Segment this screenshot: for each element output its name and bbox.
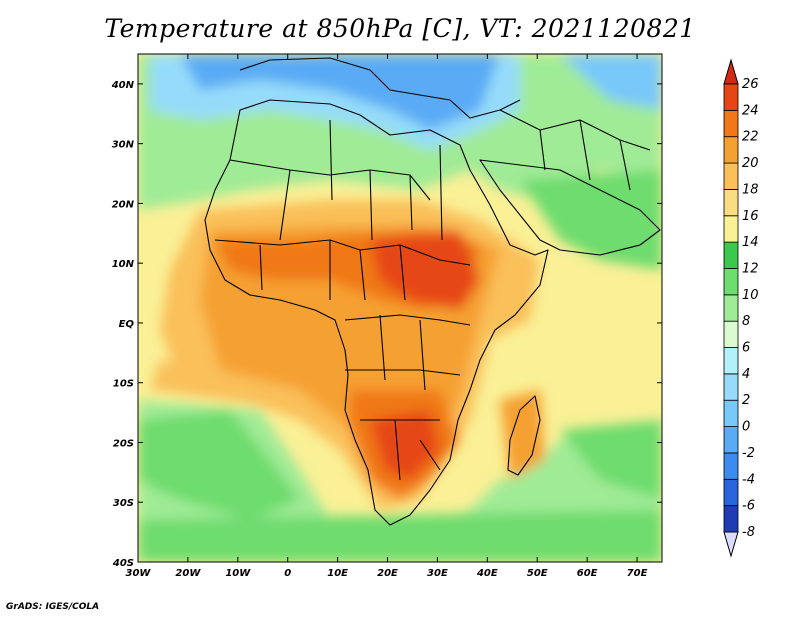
lon-tick-label: 30E — [427, 568, 448, 579]
colorbar-label: 18 — [742, 182, 759, 197]
lat-tick-label: 20N — [112, 199, 135, 210]
colorbar-label: 0 — [742, 420, 750, 435]
europe-coastline — [239, 57, 521, 119]
lat-tick-label: 40S — [112, 558, 134, 569]
lon-tick-label: 10W — [225, 568, 251, 579]
coastlines-and-borders — [204, 57, 661, 526]
field-arabia-green — [520, 170, 662, 270]
arabia-coastline — [479, 159, 661, 256]
colorbar-swatch — [723, 452, 739, 480]
colorbar-swatch — [723, 347, 739, 375]
lon-tick-label: 40E — [476, 568, 498, 579]
lat-tick-label: EQ — [119, 319, 135, 330]
madagascar-coastline — [507, 395, 541, 476]
field-atlantic-warm — [150, 360, 320, 420]
lon-tick-label: 60E — [577, 568, 598, 579]
colorbar-swatch — [723, 426, 739, 454]
colorbar-label: 12 — [742, 261, 759, 276]
colorbar-swatch — [723, 294, 739, 322]
lon-tick-label: 50E — [527, 568, 548, 579]
colorbar-label: -4 — [742, 472, 755, 487]
field-south-atlantic-green — [138, 410, 300, 520]
colorbar-label: 10 — [742, 288, 759, 303]
lon-tick-label: 0 — [284, 568, 291, 579]
colorbar-swatch — [723, 505, 739, 533]
field-south-indian-green — [560, 420, 662, 500]
lat-tick-label: 10N — [112, 259, 135, 270]
north-africa-borders — [229, 119, 443, 241]
plot-frame — [137, 53, 663, 563]
field-north-blue2 — [560, 54, 662, 110]
colorbar-under-arrow — [723, 531, 739, 558]
colorbar-swatch — [723, 478, 739, 507]
colorbar-label: 24 — [742, 103, 759, 118]
lon-tick-label: 20W — [175, 568, 201, 579]
lat-tick-label: 40N — [111, 80, 135, 91]
colorbar-label: 8 — [742, 314, 750, 329]
lat-tick-label: 30N — [112, 140, 135, 151]
lon-tick-label: 10E — [327, 568, 348, 579]
colorbar-label: 14 — [742, 235, 759, 250]
colorbar-label: 16 — [742, 209, 759, 224]
colorbar-swatch — [723, 162, 739, 190]
colorbar-swatch — [723, 83, 739, 111]
lat-tick-label: 20S — [113, 438, 134, 449]
lat-tick-label: 10S — [113, 379, 134, 390]
colorbar-swatch — [723, 320, 739, 348]
colorbar-label: 2 — [742, 393, 750, 408]
middle-east-borders — [499, 109, 651, 191]
colorbar-swatch — [723, 136, 739, 164]
central-borders — [344, 314, 471, 481]
lon-tick-label: 20E — [377, 568, 398, 579]
longitude-axis: 30W 20W 10W 0 10E 20E 30E 40E 50E 60E 70E — [126, 54, 648, 579]
lon-tick-label: 70E — [627, 568, 648, 579]
map-title: Temperature at 850hPa [C], VT: 202112082… — [104, 14, 696, 43]
latitude-axis: 40N 30N 20N 10N EQ 10S 20S 30S 40S — [111, 80, 662, 569]
colorbar-swatch — [723, 109, 739, 138]
colorbar-label: -2 — [742, 446, 755, 461]
colorbar-swatch — [723, 373, 739, 401]
map-plot-area — [138, 54, 662, 562]
colorbar-label: 4 — [742, 367, 750, 382]
colorbar-over-arrow — [723, 58, 739, 85]
field-madagascar-warm — [500, 390, 545, 480]
field-far-south — [138, 510, 662, 562]
colorbar-swatch — [723, 241, 739, 269]
colorbar-label: 26 — [742, 77, 759, 92]
africa-coastline — [204, 99, 549, 526]
field-north-blue — [180, 54, 500, 130]
footer-credit: GrADS: IGES/COLA — [6, 602, 100, 612]
colorbar-label: -8 — [742, 525, 755, 540]
colorbar-swatch — [723, 268, 739, 296]
lat-tick-label: 30S — [113, 498, 134, 509]
colorbar-label: 6 — [742, 341, 750, 356]
colorbar-label: 20 — [742, 156, 759, 171]
colorbar-swatch — [723, 189, 739, 217]
colorbar-swatch — [723, 399, 739, 427]
lon-tick-label: 30W — [126, 568, 152, 579]
colorbar-swatch — [723, 215, 739, 243]
colorbar-label: 22 — [742, 130, 759, 145]
field-south-hottest — [370, 410, 440, 480]
field-central-hot — [370, 230, 480, 310]
colorbar-label: -6 — [742, 499, 755, 514]
sahel-borders — [214, 239, 471, 301]
